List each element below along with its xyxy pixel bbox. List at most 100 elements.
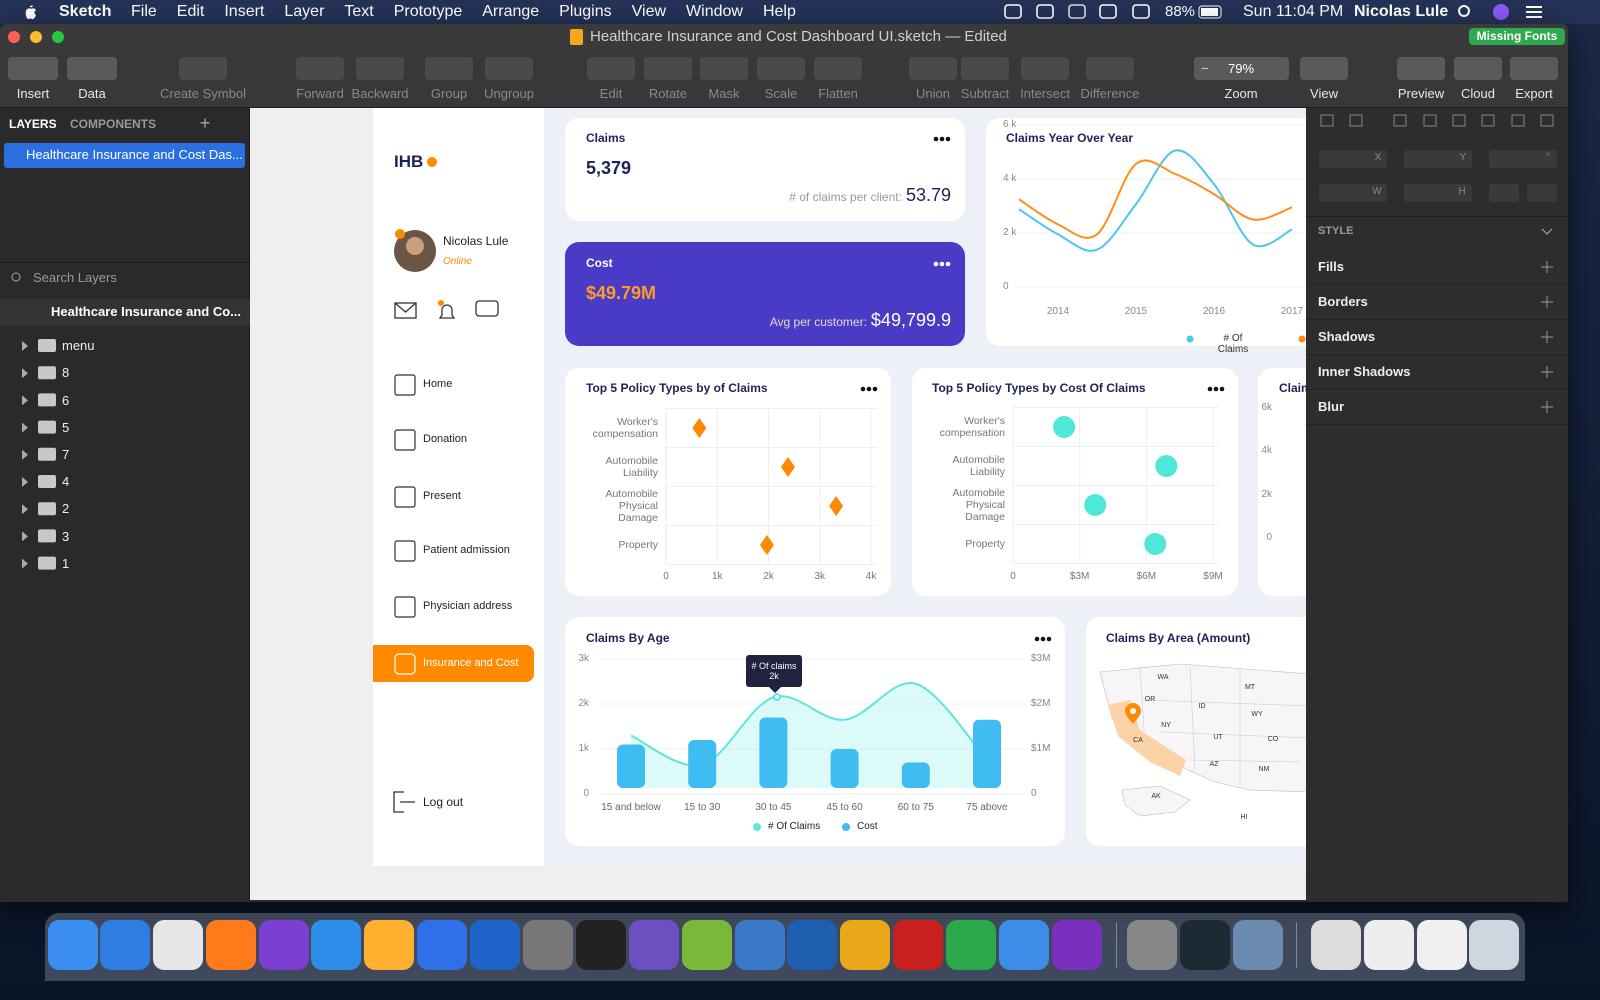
menu-item[interactable]: Layer [284,3,325,20]
menu-item[interactable]: Arrange [482,3,540,20]
zoom-control[interactable]: 79% − [1194,57,1289,80]
dock-app[interactable] [999,920,1049,970]
toolbar-button[interactable] [909,57,957,80]
dock-app[interactable] [1469,920,1519,970]
dock-app[interactable] [48,920,98,970]
toolbar-button[interactable] [296,57,344,80]
dock-app[interactable] [1052,920,1102,970]
toolbar-button[interactable] [961,57,1009,80]
toolbar-button[interactable] [587,57,635,80]
menu-item[interactable]: Prototype [393,3,463,20]
dock-app[interactable] [523,920,573,970]
dock-app[interactable] [893,920,943,970]
bell-icon [438,304,456,319]
layer-name[interactable]: 1 [62,555,70,571]
menu-item[interactable]: File [131,3,157,20]
app-menu[interactable]: Sketch [59,3,112,21]
dock-app[interactable] [311,920,361,970]
toolbar-button[interactable] [644,57,692,80]
toolbar-button[interactable] [757,57,805,80]
dock-app[interactable] [100,920,150,970]
toolbar-button[interactable] [1454,57,1502,80]
input-field[interactable] [1404,150,1472,168]
layer-name[interactable]: 3 [62,528,70,544]
layer-name[interactable]: menu [62,338,95,354]
toolbar-button[interactable] [1397,57,1445,80]
input-field[interactable] [1404,184,1472,202]
logout[interactable]: Log out [423,794,464,809]
toolbar-button[interactable] [67,57,117,80]
dock-app[interactable] [682,920,732,970]
style-section[interactable]: Inner Shadows [1318,364,1411,380]
dock-app[interactable] [259,920,309,970]
dock-app[interactable] [576,920,626,970]
style-section[interactable]: Shadows [1318,329,1376,345]
menu-active[interactable] [373,645,534,682]
layer-name[interactable]: 7 [62,447,70,462]
legend-marker [1298,335,1306,343]
panel-tab[interactable]: COMPONENTS [70,116,157,131]
window-control[interactable] [8,31,20,43]
artboard-row[interactable] [0,299,250,326]
toolbar-button[interactable] [356,57,404,80]
dock-app[interactable] [470,920,520,970]
style-section[interactable]: Fills [1318,259,1345,275]
window-control[interactable] [30,31,42,43]
toolbar-button[interactable] [179,57,227,80]
menu-item[interactable]: Help [762,3,796,20]
toolbar-button[interactable] [425,57,473,80]
style-section[interactable]: Borders [1318,294,1368,310]
menu-item[interactable]: Window [686,3,743,20]
dock-app[interactable] [1417,920,1467,970]
layer-name[interactable]: 2 [62,501,70,517]
toolbar-button[interactable] [8,57,58,80]
dock-app[interactable] [364,920,414,970]
dock-app[interactable] [1180,920,1230,970]
input-field[interactable] [1489,150,1557,168]
flip-button[interactable] [1527,184,1557,202]
panel-tab[interactable]: LAYERS [9,116,57,131]
nav-item[interactable]: Insurance and Cost [423,657,519,670]
dock-app[interactable] [629,920,679,970]
nav-item[interactable]: Donation [423,433,468,446]
search-layers[interactable]: Search Layers [33,270,117,286]
toolbar-button[interactable] [814,57,862,80]
toolbar-button[interactable] [1510,57,1558,80]
toolbar-button[interactable] [485,57,533,80]
layer-name[interactable]: 6 [62,392,70,408]
nav-item[interactable]: Present [423,490,461,503]
input-field[interactable] [1319,150,1387,168]
layer-name[interactable]: 4 [62,474,70,490]
nav-item[interactable]: Home [423,378,453,391]
missing-fonts-badge[interactable]: Missing Fonts [1469,28,1565,45]
toolbar-button[interactable] [1021,57,1069,80]
dock-app[interactable] [206,920,256,970]
toolbar-button[interactable] [1300,57,1348,80]
dock-app[interactable] [840,920,890,970]
toolbar-button[interactable] [1086,57,1134,80]
menu-item[interactable]: Insert [224,3,265,20]
dock-app[interactable] [153,920,203,970]
dock-app[interactable] [1364,920,1414,970]
layer-name[interactable]: 8 [62,365,70,381]
dock-app[interactable] [1233,920,1283,970]
window-control[interactable] [52,31,64,43]
dock-app[interactable] [787,920,837,970]
style-section[interactable]: Blur [1318,399,1344,415]
page-row[interactable] [4,143,245,168]
toolbar-button[interactable] [700,57,748,80]
menu-item[interactable]: Plugins [559,3,612,20]
menu-item[interactable]: Text [344,3,374,20]
dock-app[interactable] [735,920,785,970]
input-field[interactable] [1319,184,1387,202]
layer-name[interactable]: 5 [62,419,70,435]
menu-item[interactable]: Edit [176,3,205,20]
dock-app[interactable] [946,920,996,970]
dock-app[interactable] [417,920,467,970]
flip-button[interactable] [1489,184,1519,202]
dock-app[interactable] [1127,920,1177,970]
nav-item[interactable]: Physician address [423,600,513,613]
menu-item[interactable]: View [631,3,667,20]
dock-app[interactable] [1311,920,1361,970]
nav-item[interactable]: Patient admission [423,544,510,557]
